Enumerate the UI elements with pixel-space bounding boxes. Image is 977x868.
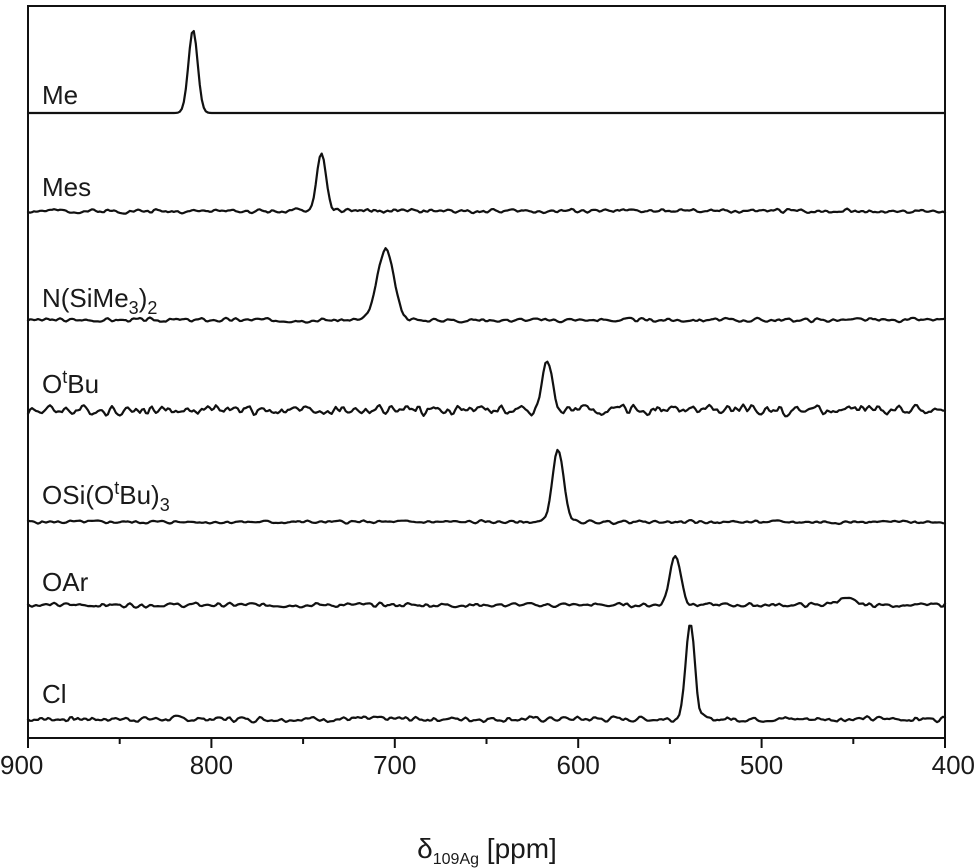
x-axis-title-subscript: 109Ag [433, 851, 479, 868]
x-tick-label-600: 600 [557, 750, 600, 780]
x-axis-ticks: 900 800 700 600 500 400 [0, 738, 975, 780]
spectrum-trace-cl [26, 624, 947, 724]
series-label-mes: Mes [42, 172, 91, 202]
series-label-n-sime3-2: N(SiMe3)2 [42, 283, 157, 318]
x-axis-title: δ109Ag [ppm] [417, 833, 557, 868]
spectrum-trace-otbu [26, 360, 947, 418]
plot-frame [27, 5, 946, 739]
series-label-cl: Cl [42, 679, 67, 709]
series-label-otbu: OtBu [42, 367, 99, 399]
spectra-traces [26, 30, 947, 724]
x-tick-label-800: 800 [190, 750, 233, 780]
series-label-me: Me [42, 80, 78, 110]
x-tick-label-500: 500 [740, 750, 783, 780]
x-tick-label-400: 400 [932, 750, 975, 780]
spectrum-trace-me [26, 30, 947, 115]
x-axis-title-symbol: δ [417, 833, 433, 864]
spectrum-trace-mes [26, 152, 947, 215]
spectrum-trace-oar [26, 554, 947, 609]
spectrum-trace-osi-otbu-3 [26, 448, 947, 526]
x-axis-title-unit: [ppm] [479, 833, 557, 864]
series-label-oar: OAr [42, 567, 89, 597]
x-tick-label-700: 700 [373, 750, 416, 780]
x-tick-label-900: 900 [0, 750, 43, 780]
series-label-osi-otbu-3: OSi(OtBu)3 [42, 478, 170, 515]
spectrum-trace-n-sime3-2 [26, 247, 947, 324]
series-labels: Me Mes N(SiMe3)2 OtBu OSi(OtBu)3 OAr Cl [42, 80, 170, 709]
